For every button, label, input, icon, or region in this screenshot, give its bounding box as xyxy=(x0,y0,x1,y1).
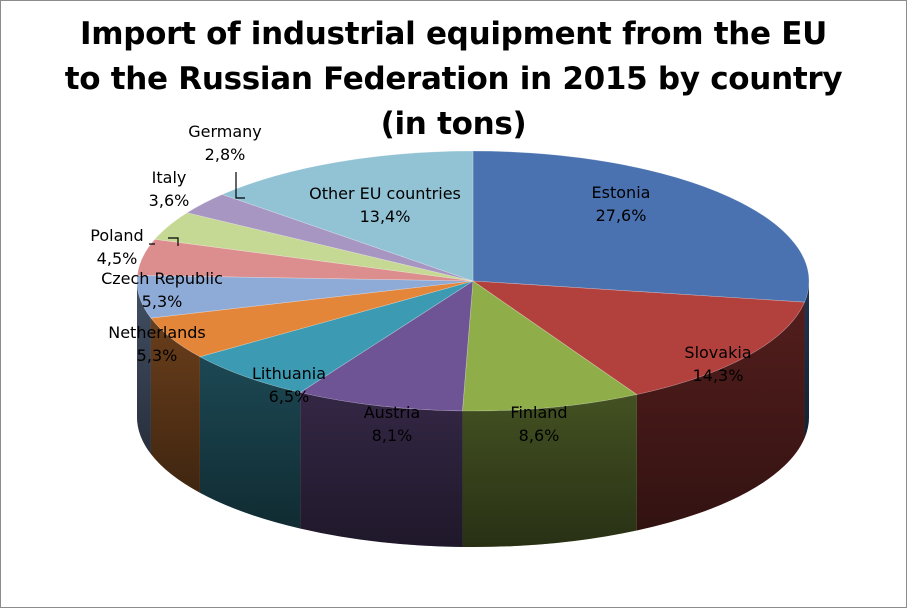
slice-label-lithuania: Lithuania xyxy=(252,364,326,383)
pie-slice-estonia xyxy=(472,150,810,303)
slice-label-germany: Germany xyxy=(188,122,262,141)
slice-label-italy: Italy xyxy=(152,168,187,187)
pie-side-shading xyxy=(462,394,637,548)
pie-side-shading xyxy=(150,318,200,493)
slice-value-finland: 8,6% xyxy=(519,426,560,445)
chart-title-line-3: (in tons) xyxy=(380,106,527,142)
chart-title: Import of industrial equipment from the … xyxy=(0,12,907,147)
slice-value-austria: 8,1% xyxy=(372,426,413,445)
pie-slice-poland xyxy=(136,238,474,282)
data-labels: Estonia 27,6% Slovakia 14,3% Finland 8,6% Aust… xyxy=(90,122,751,445)
leader-line xyxy=(235,172,245,199)
slice-label-slovakia: Slovakia xyxy=(684,343,751,362)
slice-label-czech-republic: Czech Republic xyxy=(101,269,223,288)
slice-value-germany: 2,8% xyxy=(205,145,246,164)
pie-slice-czech-republic xyxy=(136,274,474,319)
pie-slice-finland xyxy=(462,280,638,412)
pie-sides xyxy=(137,281,809,548)
slice-label-poland: Poland xyxy=(90,226,143,245)
pie-side-shading xyxy=(636,302,805,531)
pie-slices xyxy=(136,150,810,412)
chart-title-line-2: to the Russian Federation in 2015 by cou… xyxy=(64,61,843,97)
leader-line xyxy=(168,237,179,246)
pie-slice-germany xyxy=(186,194,474,282)
slice-value-estonia: 27,6% xyxy=(596,206,647,225)
slice-label-netherlands: Netherlands xyxy=(108,323,206,342)
slice-value-other-eu-countries: 13,4% xyxy=(360,207,411,226)
slice-label-other-eu-countries: Other EU countries xyxy=(309,184,461,203)
chart-title-line-1: Import of industrial equipment from the … xyxy=(79,16,827,52)
slice-value-slovakia: 14,3% xyxy=(693,366,744,385)
pie-slice-austria xyxy=(299,280,474,412)
pie-side-shading xyxy=(300,392,463,547)
slice-label-finland: Finland xyxy=(510,403,567,422)
leader-lines xyxy=(149,172,245,246)
slice-value-italy: 3,6% xyxy=(149,191,190,210)
pie-slice-other-eu-countries xyxy=(221,150,474,282)
slice-value-poland: 4,5% xyxy=(97,249,138,268)
slice-value-lithuania: 6,5% xyxy=(269,387,310,406)
pie-slice-lithuania xyxy=(199,280,474,393)
slice-label-austria: Austria xyxy=(364,403,421,422)
slice-value-netherlands: 5,3% xyxy=(137,346,178,365)
pie-slice-italy xyxy=(154,212,474,282)
pie-slice-netherlands xyxy=(150,280,474,358)
pie-side-shading xyxy=(137,281,151,455)
pie-side-shading xyxy=(804,281,809,439)
slice-label-estonia: Estonia xyxy=(592,183,651,202)
pie-side-shading xyxy=(199,356,301,529)
slice-value-czech-republic: 5,3% xyxy=(142,292,183,311)
pie-slice-slovakia xyxy=(471,280,805,395)
